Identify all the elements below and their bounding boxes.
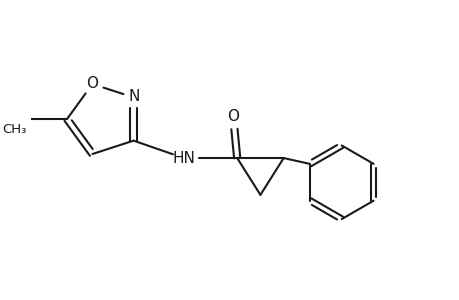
Text: HN: HN	[172, 151, 195, 166]
Text: O: O	[86, 76, 98, 91]
Text: CH₃: CH₃	[2, 123, 26, 136]
Text: O: O	[227, 109, 239, 124]
Text: N: N	[129, 89, 140, 104]
